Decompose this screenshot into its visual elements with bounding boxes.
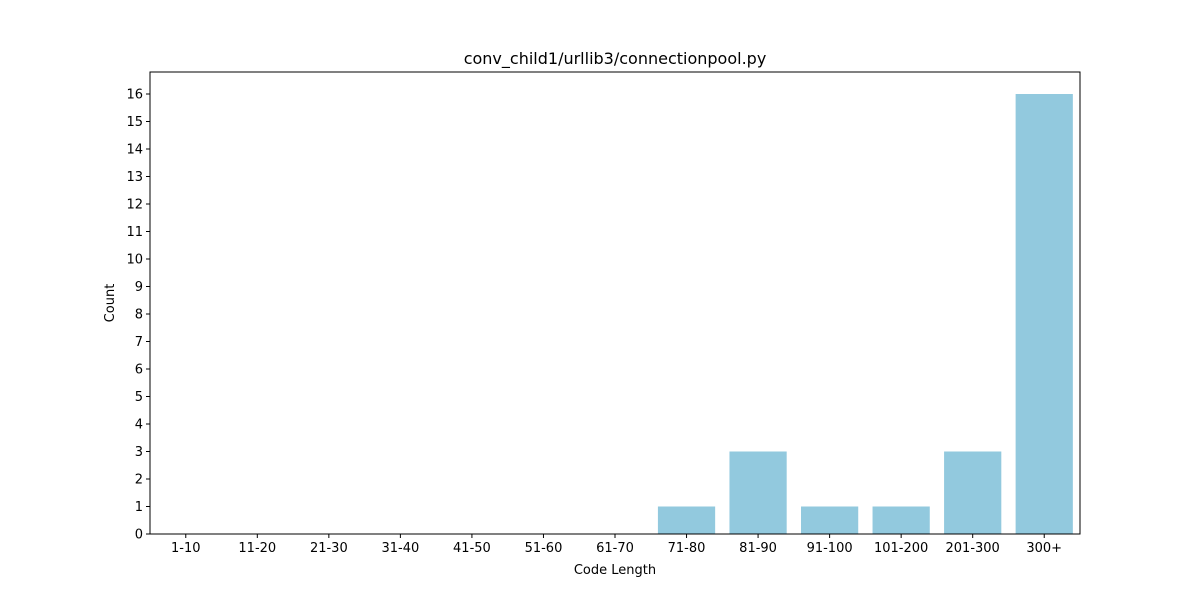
y-tick-label: 10 (126, 253, 143, 268)
x-tick-label: 11-20 (238, 541, 276, 556)
y-tick-label: 15 (126, 115, 143, 130)
x-tick-label: 81-90 (739, 541, 777, 556)
y-axis-label: Count (103, 284, 118, 323)
bar-71-80 (657, 506, 716, 534)
bar-201-300 (944, 451, 1002, 534)
bars-group (657, 94, 1073, 534)
y-tick-label: 7 (135, 335, 143, 350)
y-tick-label: 9 (135, 280, 143, 295)
y-tick-label: 16 (126, 88, 143, 103)
x-axis-label: Code Length (574, 563, 656, 578)
x-tick-label: 41-50 (453, 541, 491, 556)
y-tick-label: 3 (135, 445, 143, 460)
plot-area-frame (149, 71, 1081, 535)
x-tick-label: 61-70 (596, 541, 634, 556)
bar-81-90 (729, 451, 787, 534)
y-tick-label: 8 (135, 308, 143, 323)
y-tick-label: 14 (126, 143, 143, 158)
chart-title: conv_child1/urllib3/connectionpool.py (464, 49, 767, 69)
bar-101-200 (872, 506, 930, 534)
x-tick-label: 300+ (1026, 541, 1062, 556)
y-tick-label: 1 (135, 500, 143, 515)
bar-300+ (1015, 94, 1073, 534)
y-tick-label: 5 (135, 390, 143, 405)
x-tick-label: 31-40 (381, 541, 419, 556)
y-tick-label: 11 (126, 225, 143, 240)
y-tick-label: 2 (135, 473, 143, 488)
x-tick-label: 201-300 (946, 541, 1000, 556)
y-tick-label: 12 (126, 198, 143, 213)
y-tick-label: 0 (135, 528, 143, 543)
x-tick-label: 21-30 (310, 541, 348, 556)
x-tick-label: 71-80 (668, 541, 706, 556)
y-tick-label: 4 (135, 418, 143, 433)
x-tick-label: 91-100 (807, 541, 853, 556)
x-tick-label: 1-10 (171, 541, 201, 556)
x-axis-ticks: 1-10 11-20 21-30 31-40 41-50 51-60 61-70 71-80 8… (171, 534, 1062, 556)
x-tick-label: 101-200 (874, 541, 928, 556)
y-tick-label: 13 (126, 170, 143, 185)
y-tick-label: 6 (135, 363, 143, 378)
x-tick-label: 51-60 (525, 541, 563, 556)
bar-91-100 (801, 506, 859, 534)
